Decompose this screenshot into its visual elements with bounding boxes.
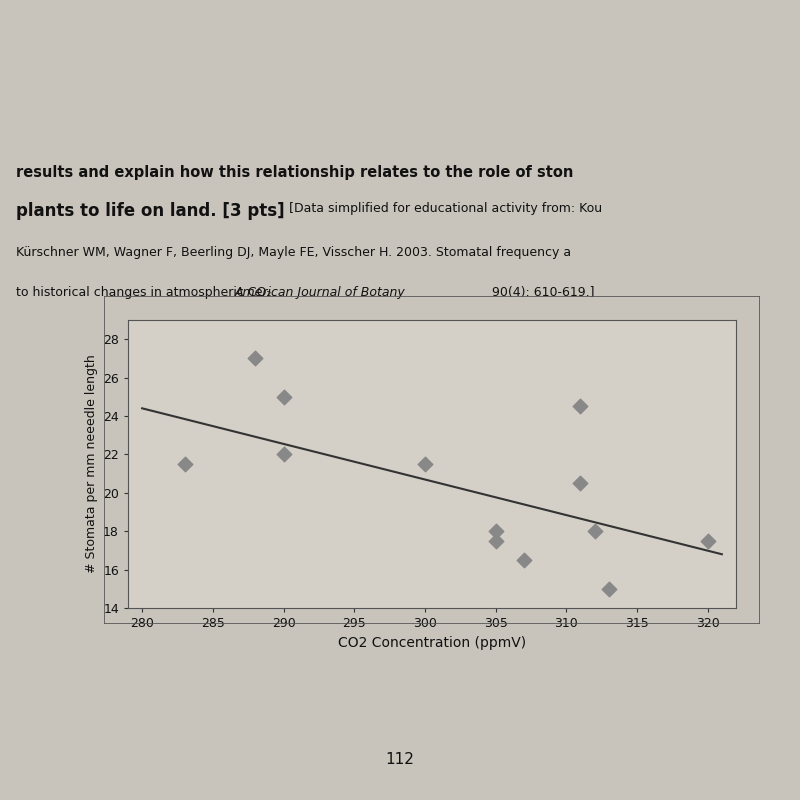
Point xyxy=(588,525,601,538)
Text: 90(4): 610-619.]: 90(4): 610-619.] xyxy=(488,286,595,299)
Point xyxy=(178,458,191,470)
Text: 112: 112 xyxy=(386,753,414,767)
Point xyxy=(602,582,615,595)
Point xyxy=(249,352,262,365)
Text: Kürschner WM, Wagner F, Beerling DJ, Mayle FE, Visscher H. 2003. Stomatal freque: Kürschner WM, Wagner F, Beerling DJ, May… xyxy=(16,246,571,259)
Point xyxy=(490,534,502,547)
Point xyxy=(418,458,431,470)
Point xyxy=(518,554,530,566)
Text: American Journal of Botany: American Journal of Botany xyxy=(235,286,406,299)
Text: [Data simplified for educational activity from: Kou: [Data simplified for educational activit… xyxy=(281,202,602,215)
Point xyxy=(277,390,290,403)
Point xyxy=(490,525,502,538)
Point xyxy=(574,400,587,413)
Point xyxy=(702,534,714,547)
Point xyxy=(277,448,290,461)
Text: plants to life on land. [3 pts]: plants to life on land. [3 pts] xyxy=(16,202,285,220)
Point xyxy=(574,477,587,490)
Text: results and explain how this relationship relates to the role of ston: results and explain how this relationshi… xyxy=(16,166,574,181)
Y-axis label: # Stomata per mm neeedle length: # Stomata per mm neeedle length xyxy=(85,354,98,574)
X-axis label: CO2 Concentration (ppmV): CO2 Concentration (ppmV) xyxy=(338,635,526,650)
Text: to historical changes in atmospheric CO₂.: to historical changes in atmospheric CO₂… xyxy=(16,286,279,299)
